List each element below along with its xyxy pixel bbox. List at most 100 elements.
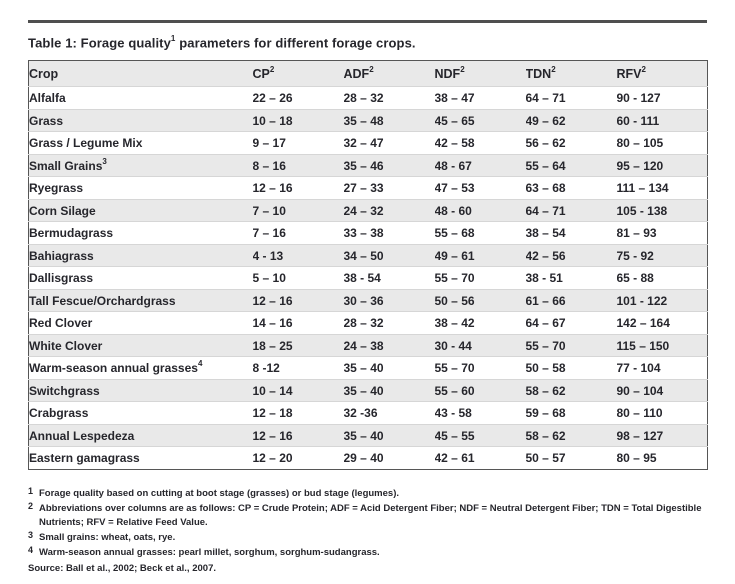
crop-cell: Bahiagrass <box>28 244 253 268</box>
table-row: Annual Lespedeza 12 – 16 35 – 40 45 – 55 58 … <box>28 424 708 448</box>
value-cell: 30 - 44 <box>434 334 526 358</box>
value-cell: 9 – 17 <box>252 131 344 155</box>
value-cell: 58 – 62 <box>525 379 617 403</box>
crop-cell: Annual Lespedeza <box>28 424 253 448</box>
crop-cell: Warm-season annual grasses4 <box>28 356 253 380</box>
value-cell: 80 – 95 <box>616 451 657 466</box>
table-row: Corn Silage 7 – 10 24 – 32 48 - 60 64 – 71 10… <box>28 199 708 223</box>
value-cell: 47 – 53 <box>434 176 526 200</box>
value-cell: 64 – 71 <box>525 199 617 223</box>
value-cell: 98 – 127 <box>616 424 708 448</box>
value-cell: 12 – 16 <box>252 176 344 200</box>
column-header-sup: 2 <box>641 64 646 74</box>
value-cell: 48 - 67 <box>434 154 526 178</box>
value-cell: 77 - 104 <box>616 356 708 380</box>
value-cell: 27 – 33 <box>343 176 435 200</box>
crop-cell: Corn Silage <box>28 199 253 223</box>
table-row: Bermudagrass 7 – 16 33 – 38 55 – 68 38 – 54 8… <box>28 221 708 245</box>
column-header-label: CP <box>252 66 270 81</box>
value-cell: 60 - 111 <box>616 109 708 133</box>
value-cell: 14 – 16 <box>252 311 344 335</box>
column-header-label: ADF <box>343 66 370 81</box>
column-header-sup: 2 <box>369 64 374 74</box>
value-cell: 12 – 18 <box>252 401 344 425</box>
value-cell: 42 – 58 <box>434 131 526 155</box>
crop-cell: White Clover <box>28 334 253 358</box>
value-cell: 115 – 150 <box>616 334 708 358</box>
value-cell: 55 – 70 <box>434 356 526 380</box>
value-cell: 80 – 110 <box>616 401 708 425</box>
value-cell: 18 – 25 <box>252 334 344 358</box>
footnote-marker: 2 <box>28 500 34 511</box>
value-cell: 30 – 36 <box>343 289 435 313</box>
value-cell: 64 – 71 <box>525 86 617 110</box>
crop-footnote-ref: 3 <box>102 156 107 166</box>
value-cell: 55 – 70 <box>434 266 526 290</box>
value-cell: 32 – 47 <box>343 131 435 155</box>
column-header-label: Crop <box>29 66 59 81</box>
value-cell: 42 – 61 <box>434 451 475 466</box>
table-row: Alfalfa 22 – 26 28 – 32 38 – 47 64 – 71 90 - … <box>28 86 708 110</box>
table-row: Red Clover 14 – 16 28 – 32 38 – 42 64 – 67 14… <box>28 311 708 335</box>
value-cell: 55 – 68 <box>434 221 526 245</box>
value-cell: 45 – 55 <box>434 424 526 448</box>
value-cell: 38 – 42 <box>434 311 526 335</box>
crop-cell: Crabgrass <box>28 401 253 425</box>
value-cell: 35 – 48 <box>343 109 435 133</box>
crop-cell: Tall Fescue/Orchardgrass <box>28 289 253 313</box>
table-row: Bahiagrass 4 - 13 34 – 50 49 – 61 42 – 56 75 … <box>28 244 708 268</box>
crop-footnote-ref: 4 <box>197 359 203 369</box>
crop-cell: Alfalfa <box>28 86 253 110</box>
column-header-ndf: NDF2 <box>434 60 526 88</box>
value-cell: 49 – 62 <box>525 109 617 133</box>
crop-cell: Ryegrass <box>28 176 253 200</box>
footnote-marker: 3 <box>28 529 34 540</box>
value-cell: 8 – 16 <box>252 154 344 178</box>
column-header-label: TDN <box>525 66 552 81</box>
crop-cell: Dallisgrass <box>28 266 253 290</box>
value-cell: 8 -12 <box>252 356 344 380</box>
table-row: Switchgrass 10 – 14 35 – 40 55 – 60 58 – 62 9… <box>28 379 708 403</box>
top-rule-divider <box>28 20 707 23</box>
value-cell: 95 – 120 <box>616 154 708 178</box>
value-cell: 45 – 65 <box>434 109 526 133</box>
value-cell: 38 - 51 <box>525 266 617 290</box>
footnote-marker: 4 <box>28 544 34 555</box>
value-cell: 80 – 105 <box>616 131 708 155</box>
title-footnote-ref: 1 <box>170 34 176 43</box>
footnote: 3 Small grains: wheat, oats, rye. <box>28 529 707 545</box>
value-cell: 4 - 13 <box>252 244 344 268</box>
footnote-list: 1 Forage quality based on cutting at boot… <box>28 486 707 560</box>
value-cell: 90 – 104 <box>616 379 708 403</box>
footnote: 2 Abbreviations over columns are as follo… <box>28 500 707 530</box>
value-cell: 10 – 14 <box>252 379 344 403</box>
value-cell: 22 – 26 <box>252 86 344 110</box>
value-cell: 61 – 66 <box>525 289 617 313</box>
column-header-adf: ADF2 <box>343 60 435 88</box>
value-cell: 35 – 40 <box>343 424 435 448</box>
table-row: Grass / Legume Mix 9 – 17 32 – 47 42 – 58 56… <box>28 131 708 155</box>
footnote: 1 Forage quality based on cutting at boot… <box>28 486 707 501</box>
table-row: Dallisgrass 5 – 10 38 - 54 55 – 70 38 - 51 65… <box>28 266 708 290</box>
value-cell: 65 - 88 <box>616 266 708 290</box>
value-cell: 105 - 138 <box>616 199 708 223</box>
value-cell: 32 -36 <box>343 401 435 425</box>
value-cell: 42 – 56 <box>525 244 617 268</box>
value-cell: 111 – 134 <box>616 176 708 200</box>
table-title-post: parameters for different forage crops. <box>175 35 416 51</box>
value-cell: 58 – 62 <box>525 424 617 448</box>
value-cell: 35 – 40 <box>343 379 435 403</box>
footnote: 4 Warm-season annual grasses: pearl mille… <box>28 544 707 560</box>
table-row: Grass 10 – 18 35 – 48 45 – 65 49 – 62 60 - 11… <box>28 109 708 133</box>
crop-cell: Eastern gamagrass <box>29 451 140 466</box>
column-header-cp: CP2 <box>252 60 344 88</box>
value-cell: 38 – 54 <box>525 221 617 245</box>
value-cell: 35 – 40 <box>343 356 435 380</box>
value-cell: 29 – 40 <box>343 451 384 466</box>
value-cell: 24 – 32 <box>343 199 435 223</box>
value-cell: 35 – 46 <box>343 154 435 178</box>
table-title: Table 1: Forage quality1 parameters for … <box>28 34 707 51</box>
crop-cell: Grass / Legume Mix <box>28 131 253 155</box>
crop-cell: Bermudagrass <box>28 221 253 245</box>
